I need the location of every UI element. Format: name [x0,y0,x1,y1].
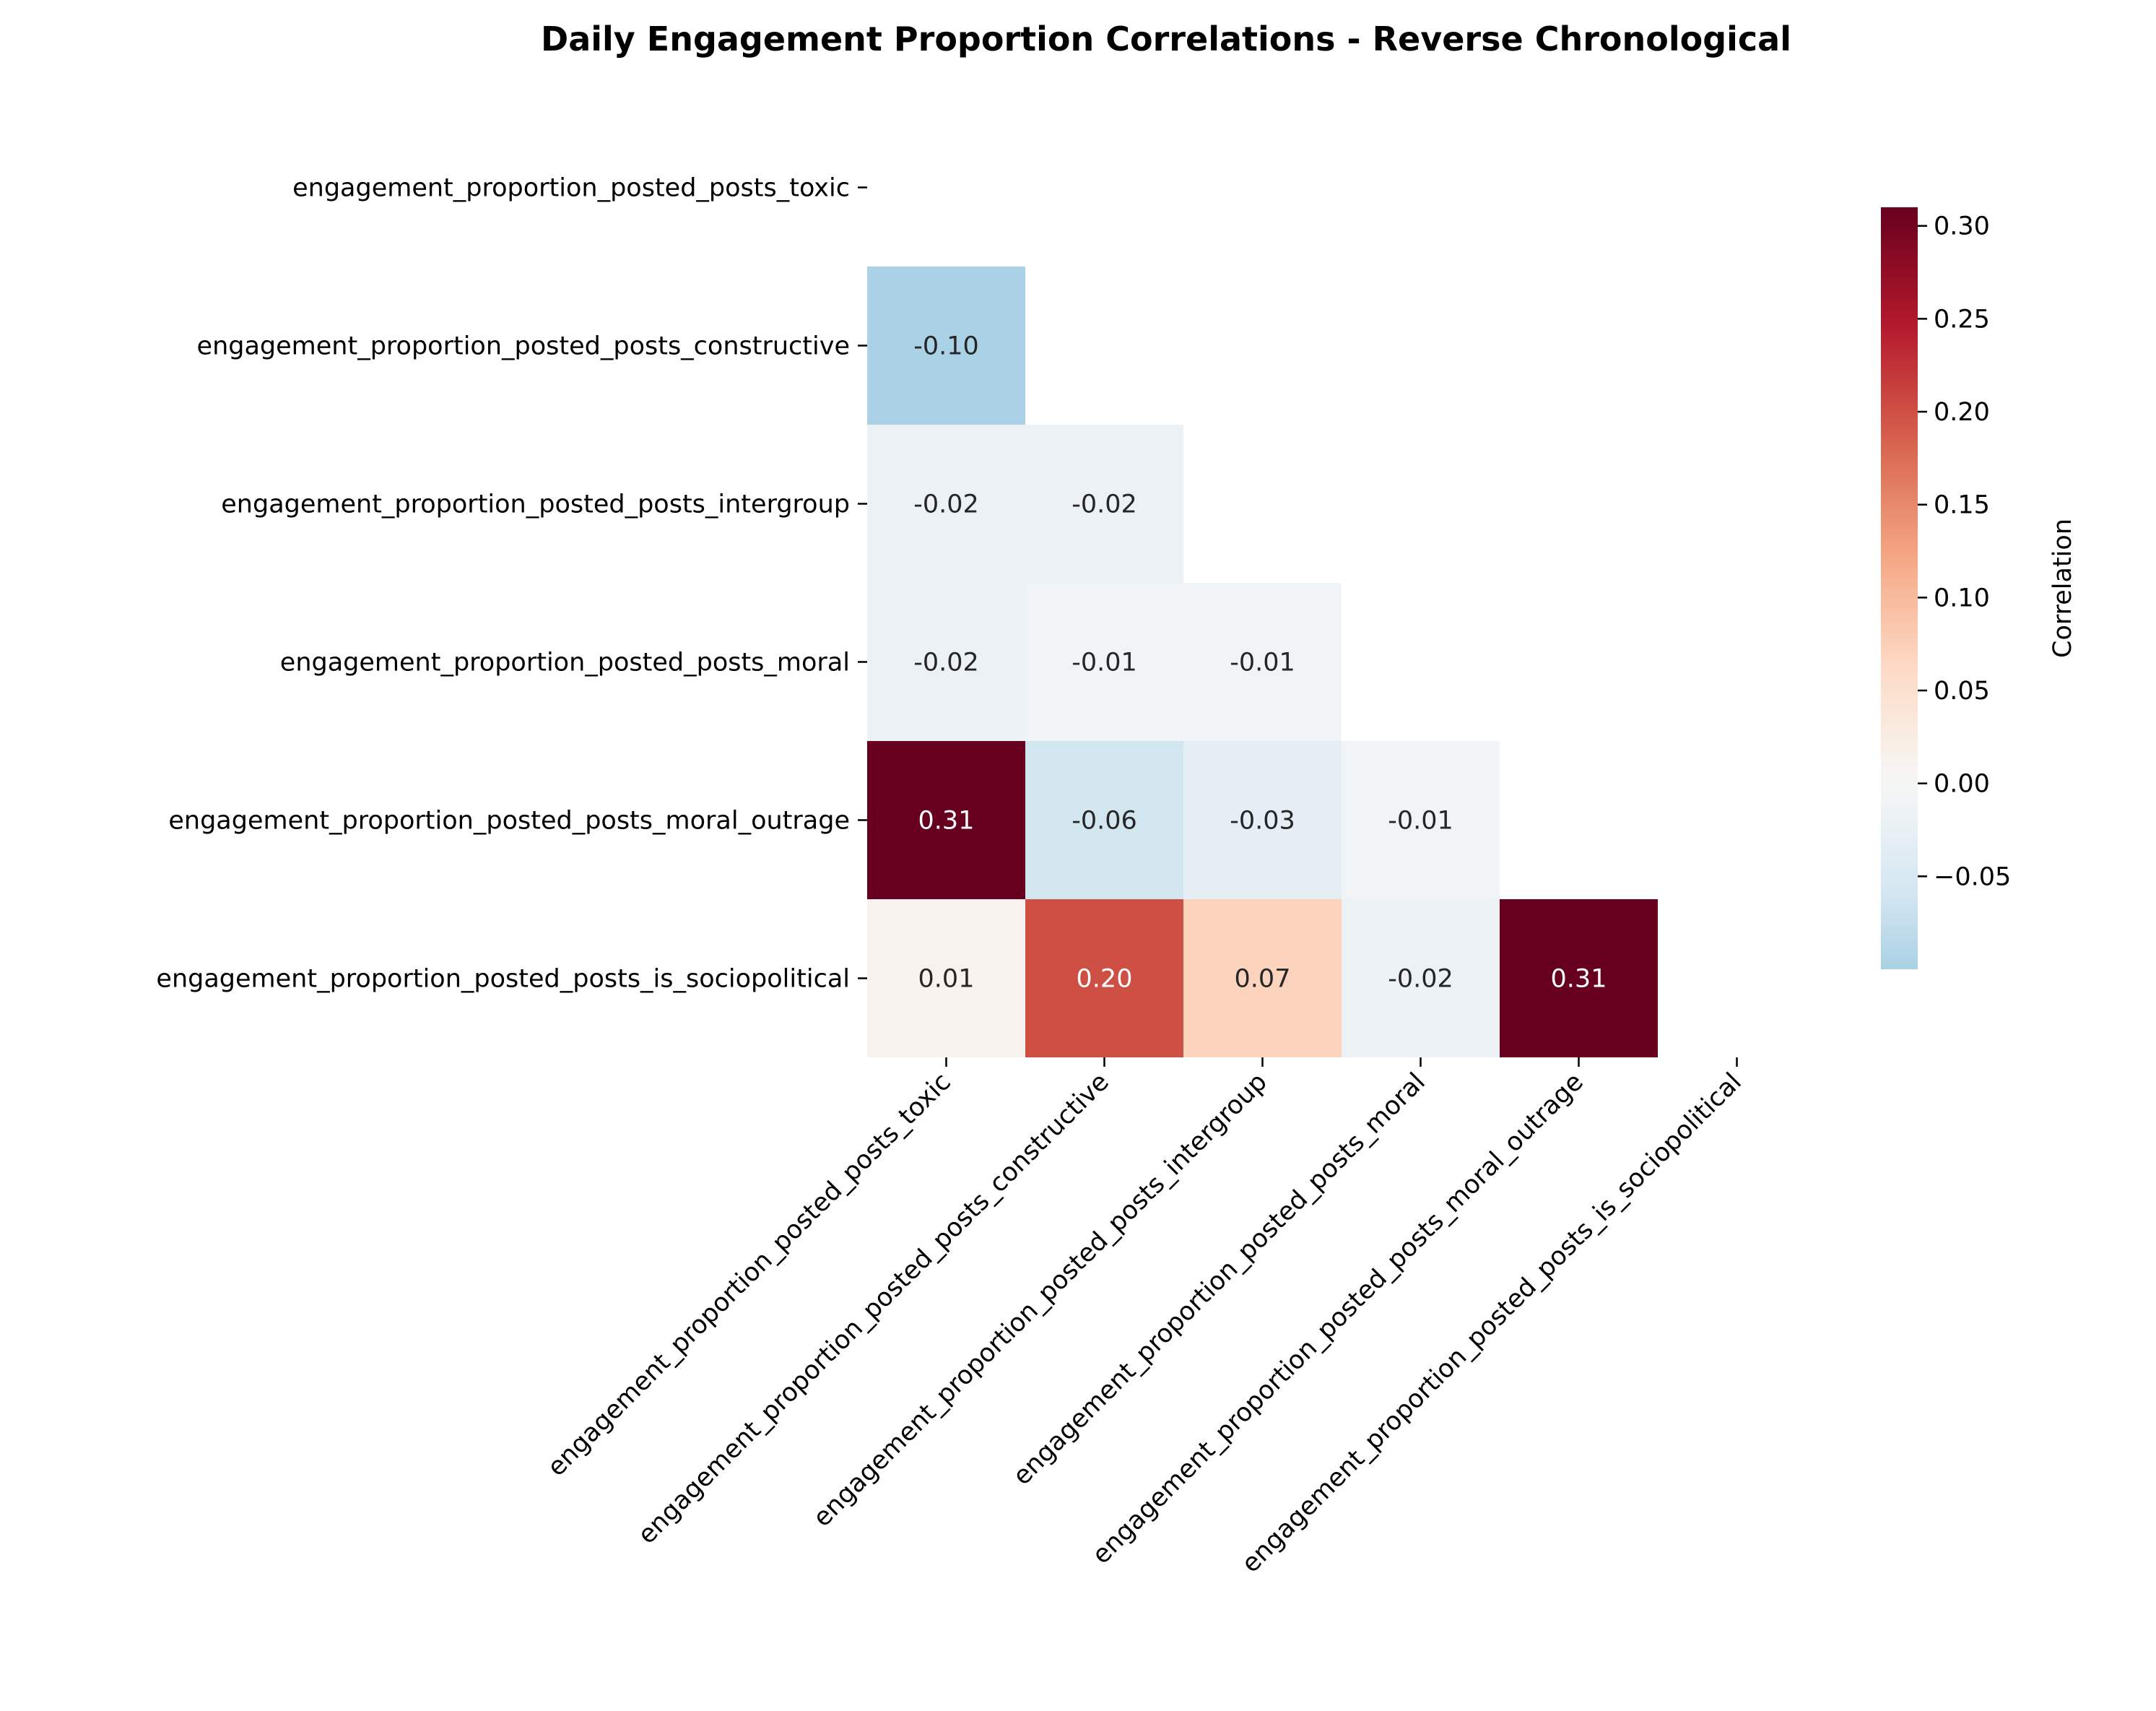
colorbar-gradient [1881,207,1918,969]
cell-value-label: 0.31 [918,807,975,836]
cell-value-label: 0.20 [1077,965,1133,994]
cell-value-label: -0.02 [913,490,979,519]
heatmap-cell-r5-c4 [1500,899,1658,1057]
heatmap-cell-r5-c0 [867,899,1025,1057]
heatmap-cell-r3-c1 [1025,583,1183,741]
cell-value-label: 0.01 [918,965,975,994]
chart-title: Daily Engagement Proportion Correlations… [541,20,1791,59]
heatmap-cell-r4-c3 [1342,741,1500,899]
cell-value-label: -0.02 [1388,965,1453,994]
cell-value-label: 0.07 [1235,965,1291,994]
cell-value-label: -0.01 [1230,649,1295,677]
colorbar-tick-label: 0.10 [1934,584,1990,612]
colorbar-tick-label: 0.30 [1934,212,1990,241]
y-axis: engagement_proportion_posted_posts_toxic… [156,174,867,994]
y-tick-label: engagement_proportion_posted_posts_const… [197,332,850,361]
cell-value-label: -0.01 [1072,649,1137,677]
heatmap-cell-r4-c2 [1183,741,1342,899]
colorbar-tick-label: 0.20 [1934,398,1990,427]
colorbar: −0.05 0.00 0.05 0.10 0.15 0.20 0.25 0.30 Correla… [1881,207,2077,969]
heatmap-cell-r4-c0 [867,741,1025,899]
y-tick-label: engagement_proportion_posted_posts_toxic [292,174,850,203]
heatmap-cell-r1-c0 [867,267,1025,425]
colorbar-tick-label: 0.15 [1934,491,1990,520]
y-tick-label: engagement_proportion_posted_posts_moral [280,649,850,677]
heatmap-cell-r2-c1 [1025,425,1183,583]
heatmap-cell-r2-c0 [867,425,1025,583]
cell-value-label: -0.02 [913,649,979,677]
heatmap-cell-r3-c0 [867,583,1025,741]
cell-value-label: -0.02 [1072,490,1137,519]
colorbar-tick-label: 0.05 [1934,677,1990,706]
cell-value-label: -0.01 [1388,807,1453,836]
y-tick-label: engagement_proportion_posted_posts_is_so… [156,965,850,994]
heatmap-cell-r5-c1 [1025,899,1183,1057]
colorbar-tick-label: 0.25 [1934,305,1990,334]
cell-value-label: 0.31 [1551,965,1607,994]
y-tick-label: engagement_proportion_posted_posts_moral… [168,807,850,836]
heatmap-cells: -0.10 -0.02 -0.02 -0.02 -0.01 -0.01 0.31 -0.06 -… [867,267,1658,1057]
cell-value-label: -0.03 [1230,807,1295,836]
colorbar-tick-label: −0.05 [1934,862,2011,891]
cell-value-label: -0.06 [1072,807,1137,836]
heatmap-cell-r4-c1 [1025,741,1183,899]
colorbar-label: Correlation [2048,519,2077,658]
cell-value-label: -0.10 [913,332,979,361]
heatmap-cell-r5-c3 [1342,899,1500,1057]
heatmap-cell-r3-c2 [1183,583,1342,741]
heatmap-cell-r5-c2 [1183,899,1342,1057]
y-tick-label: engagement_proportion_posted_posts_inter… [221,490,850,519]
colorbar-tick-label: 0.00 [1934,770,1990,799]
x-axis: engagement_proportion_posted_posts_toxic… [542,1057,1747,1579]
